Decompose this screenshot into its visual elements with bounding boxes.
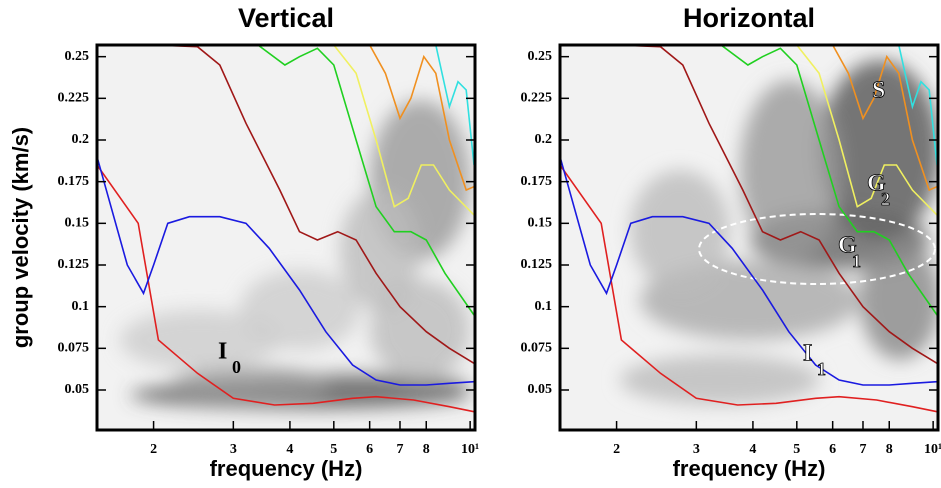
frame bbox=[95, 43, 477, 432]
y-tick-label: 0.1 bbox=[535, 299, 553, 314]
y-tick-label: 0.175 bbox=[58, 174, 90, 189]
plot-area bbox=[560, 45, 938, 430]
curve bbox=[796, 45, 938, 216]
y-tick-label: 0.05 bbox=[528, 382, 553, 397]
y-tick-label: 0.075 bbox=[58, 341, 90, 356]
y-tick-label: 0.075 bbox=[521, 341, 553, 356]
x-tick-label: 7 bbox=[859, 442, 866, 457]
annotation-sub: 2 bbox=[881, 189, 890, 209]
x-tick-label: 2 bbox=[613, 442, 620, 457]
y-axis-label: group velocity (km/s) bbox=[8, 127, 33, 348]
curve bbox=[333, 45, 475, 216]
annotation-sub: 0 bbox=[232, 357, 241, 377]
y-tick-label: 0.225 bbox=[58, 91, 90, 106]
annotation: I bbox=[803, 341, 812, 367]
highlight-ellipse bbox=[698, 213, 936, 285]
y-tick-label: 0.25 bbox=[528, 49, 553, 64]
curve bbox=[898, 45, 938, 166]
y-tick-label: 0.125 bbox=[58, 257, 90, 272]
density-blob bbox=[370, 280, 470, 380]
curve bbox=[97, 164, 475, 413]
density-blob bbox=[620, 355, 820, 405]
x-tick-label: 3 bbox=[693, 442, 700, 457]
y-tick-label: 0.15 bbox=[528, 216, 553, 231]
curve bbox=[369, 45, 475, 192]
x-tick-label: 5 bbox=[793, 442, 800, 457]
x-tick-label: 8 bbox=[886, 442, 893, 457]
annotation-sub: 1 bbox=[852, 251, 861, 271]
y-tick-label: 0.1 bbox=[72, 299, 90, 314]
x-tick-label: 8 bbox=[423, 442, 430, 457]
density-blob bbox=[340, 190, 420, 310]
curve bbox=[832, 45, 938, 192]
curve bbox=[560, 164, 938, 413]
x-tick-label: 10¹ bbox=[461, 442, 479, 457]
y-tick-label: 0.225 bbox=[521, 91, 553, 106]
curve bbox=[97, 156, 475, 386]
annotation: S bbox=[872, 78, 885, 104]
x-tick-label: 5 bbox=[330, 442, 337, 457]
y-tick-label: 0.15 bbox=[65, 216, 90, 231]
x-tick-label: 6 bbox=[829, 442, 836, 457]
density-blob bbox=[820, 60, 938, 240]
curve bbox=[720, 45, 938, 316]
density-blob bbox=[860, 240, 938, 360]
x-tick-label: 4 bbox=[749, 442, 756, 457]
x-tick-label: 3 bbox=[230, 442, 237, 457]
y-tick-label: 0.25 bbox=[65, 49, 90, 64]
curve bbox=[560, 156, 938, 386]
x-tick-label: 7 bbox=[396, 442, 403, 457]
y-tick-label: 0.2 bbox=[72, 132, 90, 147]
x-tick-label: 4 bbox=[286, 442, 293, 457]
y-tick-label: 0.175 bbox=[521, 174, 553, 189]
y-tick-label: 0.125 bbox=[521, 257, 553, 272]
annotation: G bbox=[867, 171, 886, 197]
density-blob bbox=[120, 310, 280, 370]
x-tick-label: 10¹ bbox=[924, 442, 941, 457]
plot-area bbox=[97, 45, 475, 430]
y-tick-label: 0.2 bbox=[535, 132, 553, 147]
curve bbox=[435, 45, 475, 166]
panel: I0 0.25 0.225 0.2 0.175 0.15 0.125 0.1 0.075 0.05… bbox=[8, 3, 479, 481]
density-blob bbox=[170, 367, 330, 403]
curve bbox=[153, 45, 475, 364]
curve bbox=[257, 45, 475, 316]
curve bbox=[616, 45, 938, 364]
density-blob bbox=[740, 80, 840, 260]
annotation: I bbox=[218, 339, 227, 365]
x-axis-label: frequency (Hz) bbox=[673, 456, 826, 481]
frame bbox=[558, 43, 940, 432]
x-tick-label: 2 bbox=[150, 442, 157, 457]
chart-title: Horizontal bbox=[683, 3, 815, 33]
annotation-sub: 1 bbox=[817, 359, 826, 379]
panel: SG2G1I10.250.2250.20.1750.150.1250.10.07… bbox=[521, 3, 941, 481]
chart-title: Vertical bbox=[238, 3, 334, 33]
annotation: G bbox=[838, 233, 857, 259]
x-axis-label: frequency (Hz) bbox=[210, 456, 363, 481]
y-tick-label: 0.05 bbox=[65, 382, 90, 397]
x-tick-label: 6 bbox=[366, 442, 373, 457]
density bbox=[120, 100, 470, 409]
